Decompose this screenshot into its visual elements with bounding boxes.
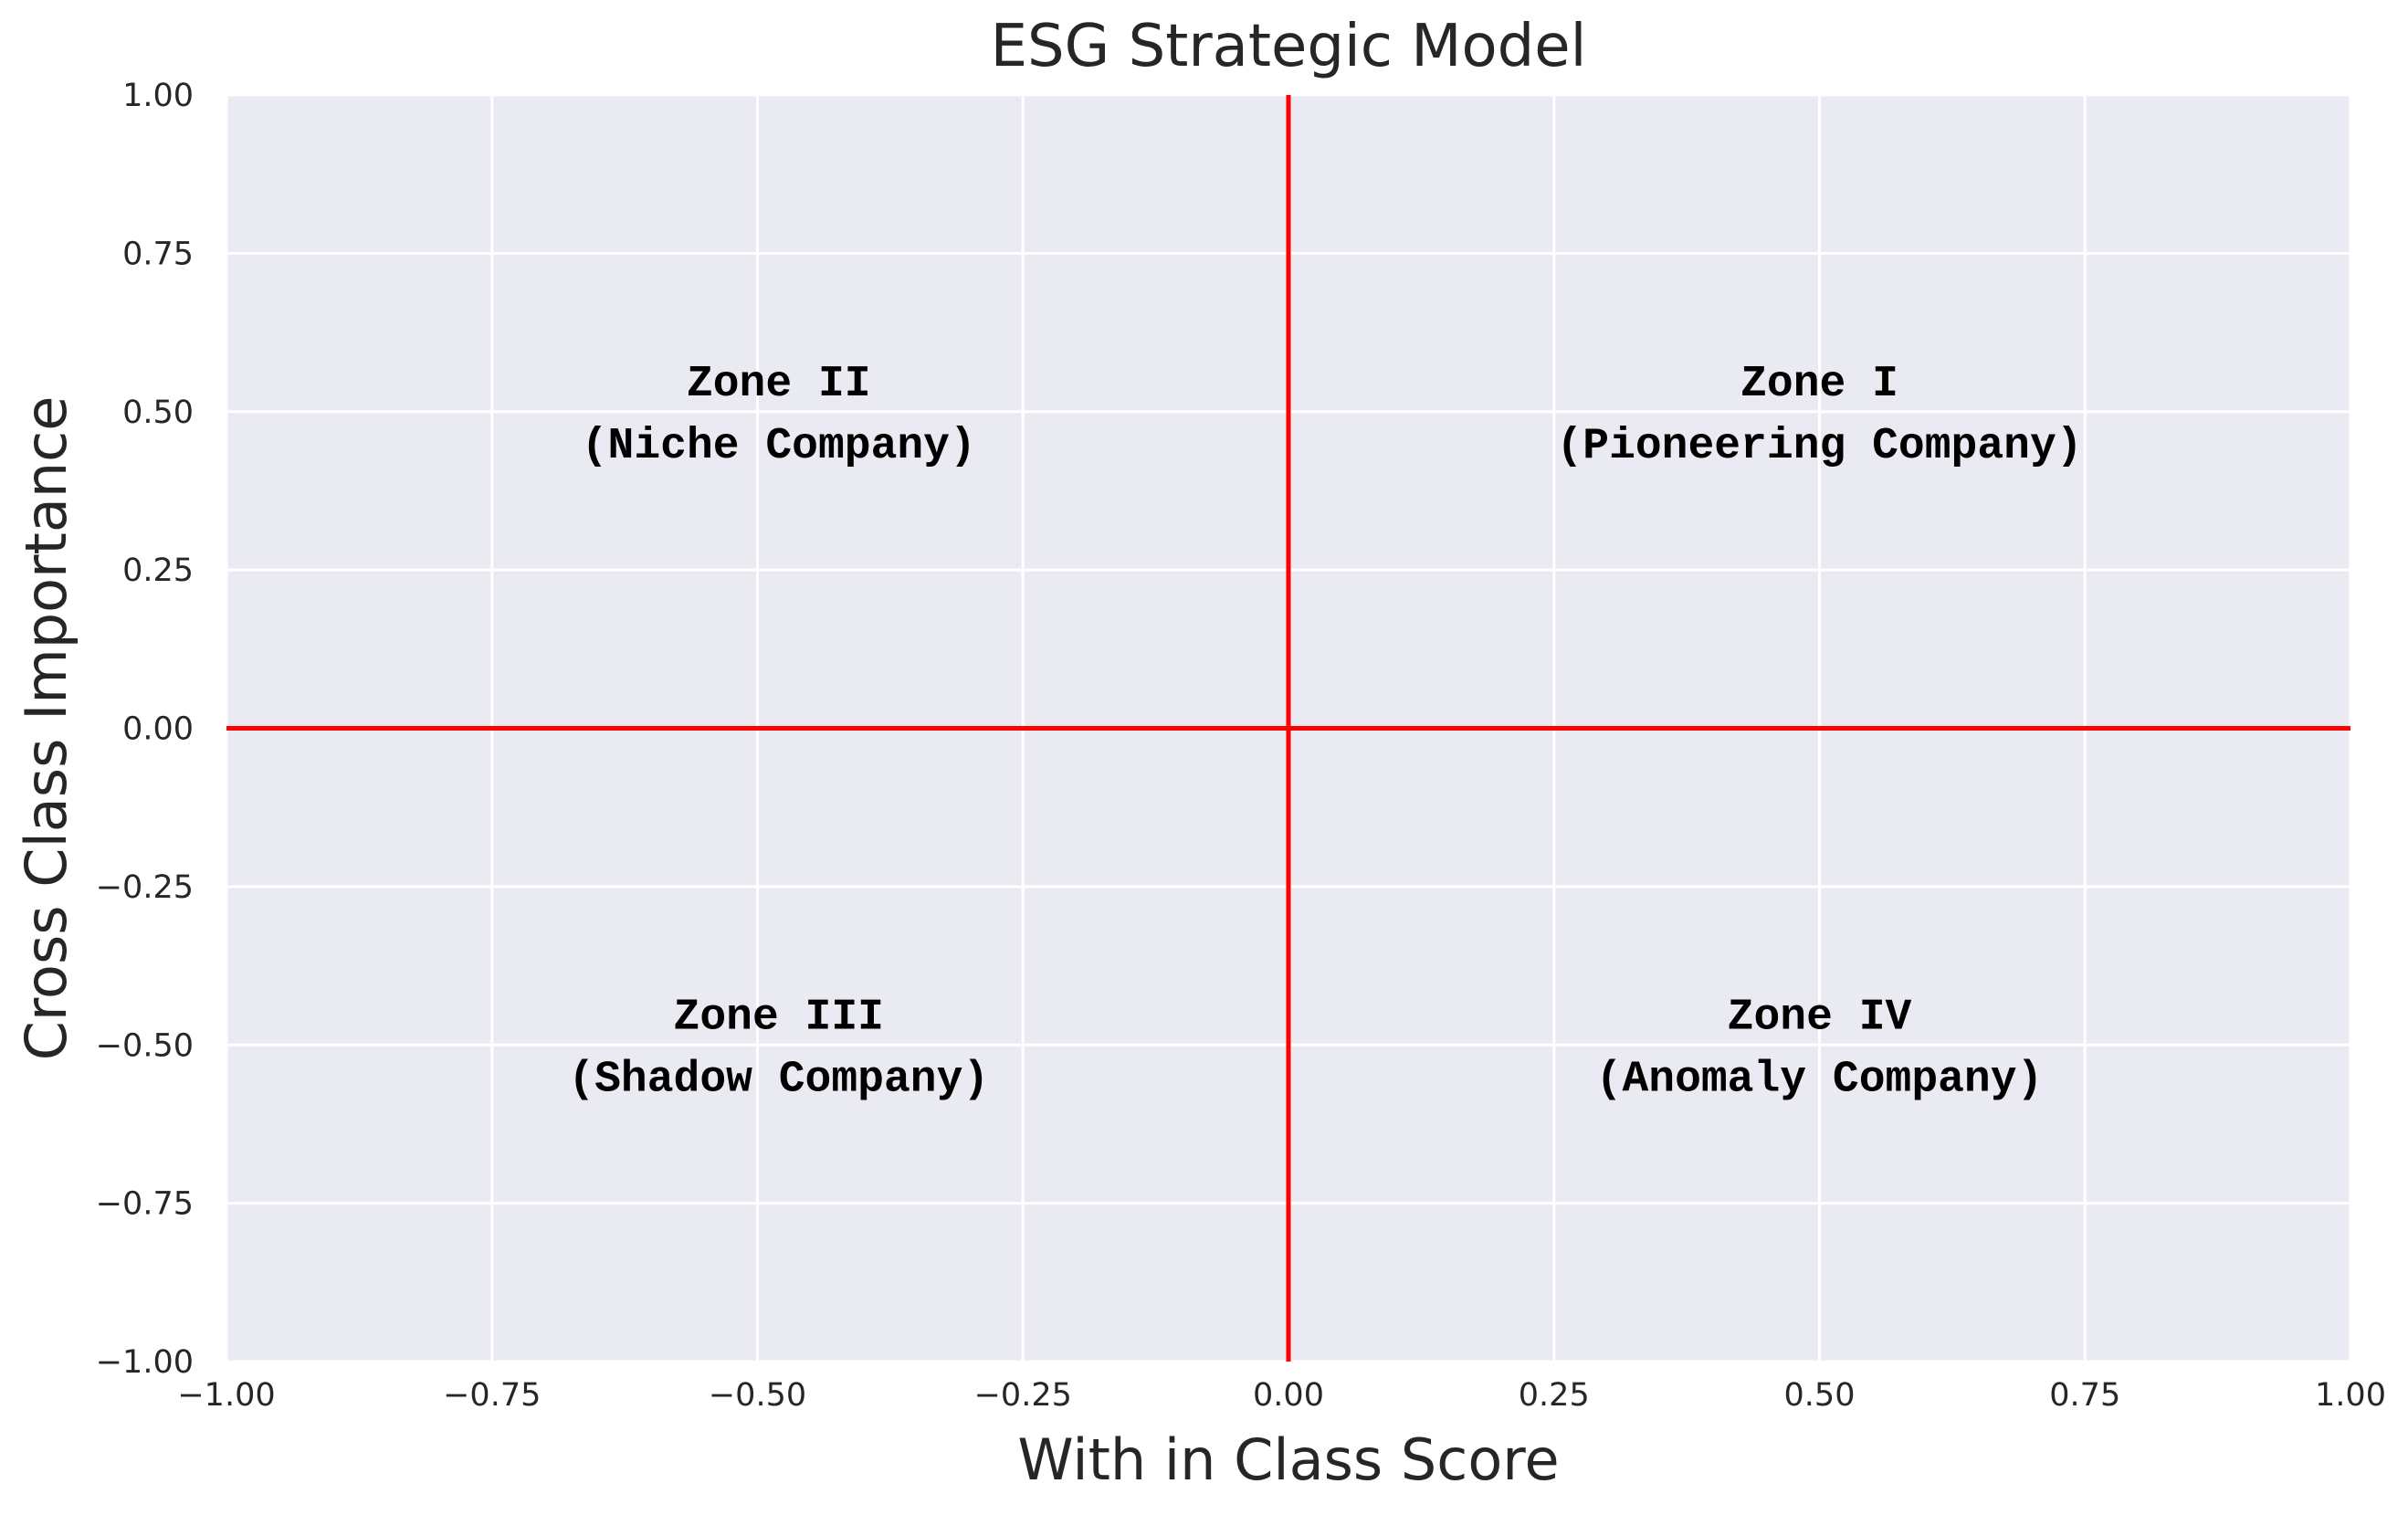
- x-tick-label: 1.00: [2315, 1377, 2386, 1414]
- y-tick-label: −0.25: [96, 869, 194, 906]
- x-tick-label: 0.75: [2049, 1377, 2120, 1414]
- x-axis-ticks: −1.00 −0.75 −0.50 −0.25 0.00 0.25 0.50 0.75 1.00: [177, 1377, 2386, 1414]
- y-tick-label: −0.75: [96, 1186, 194, 1223]
- x-tick-label: −0.25: [974, 1377, 1072, 1414]
- zone-label: Zone I: [1740, 360, 1898, 409]
- y-tick-label: −1.00: [96, 1344, 194, 1381]
- y-tick-label: 0.50: [122, 395, 194, 431]
- zone-label: Zone IV: [1728, 993, 1912, 1042]
- y-tick-label: 1.00: [122, 78, 194, 114]
- zone-description: (Anomaly Company): [1596, 1055, 2044, 1104]
- x-tick-label: 0.50: [1784, 1377, 1856, 1414]
- x-axis-label: With in Class Score: [1017, 1426, 1559, 1493]
- x-tick-label: 0.25: [1519, 1377, 1590, 1414]
- y-axis-label: Cross Class Importance: [13, 396, 79, 1061]
- reference-lines: [226, 95, 2350, 1362]
- zone-annotations: Zone I (Pioneering Company) Zone II (Niche …: [568, 360, 2082, 1105]
- zone-description: (Pioneering Company): [1556, 422, 2082, 471]
- zone-description: (Shadow Company): [568, 1055, 989, 1104]
- x-tick-label: −0.50: [709, 1377, 806, 1414]
- x-tick-label: −1.00: [177, 1377, 275, 1414]
- y-tick-label: 0.00: [122, 711, 194, 748]
- y-tick-label: −0.50: [96, 1027, 194, 1064]
- y-axis-ticks: −1.00 −0.75 −0.50 −0.25 0.00 0.25 0.50 0.75 1.00: [96, 78, 194, 1381]
- y-tick-label: 0.25: [122, 552, 194, 589]
- y-tick-label: 0.75: [122, 236, 194, 272]
- zone-label: Zone III: [674, 993, 884, 1042]
- zone-label: Zone II: [687, 360, 871, 409]
- chart-title: ESG Strategic Model: [991, 13, 1587, 80]
- x-tick-label: 0.00: [1253, 1377, 1324, 1414]
- zone-description: (Niche Company): [582, 422, 976, 471]
- x-tick-label: −0.75: [443, 1377, 541, 1414]
